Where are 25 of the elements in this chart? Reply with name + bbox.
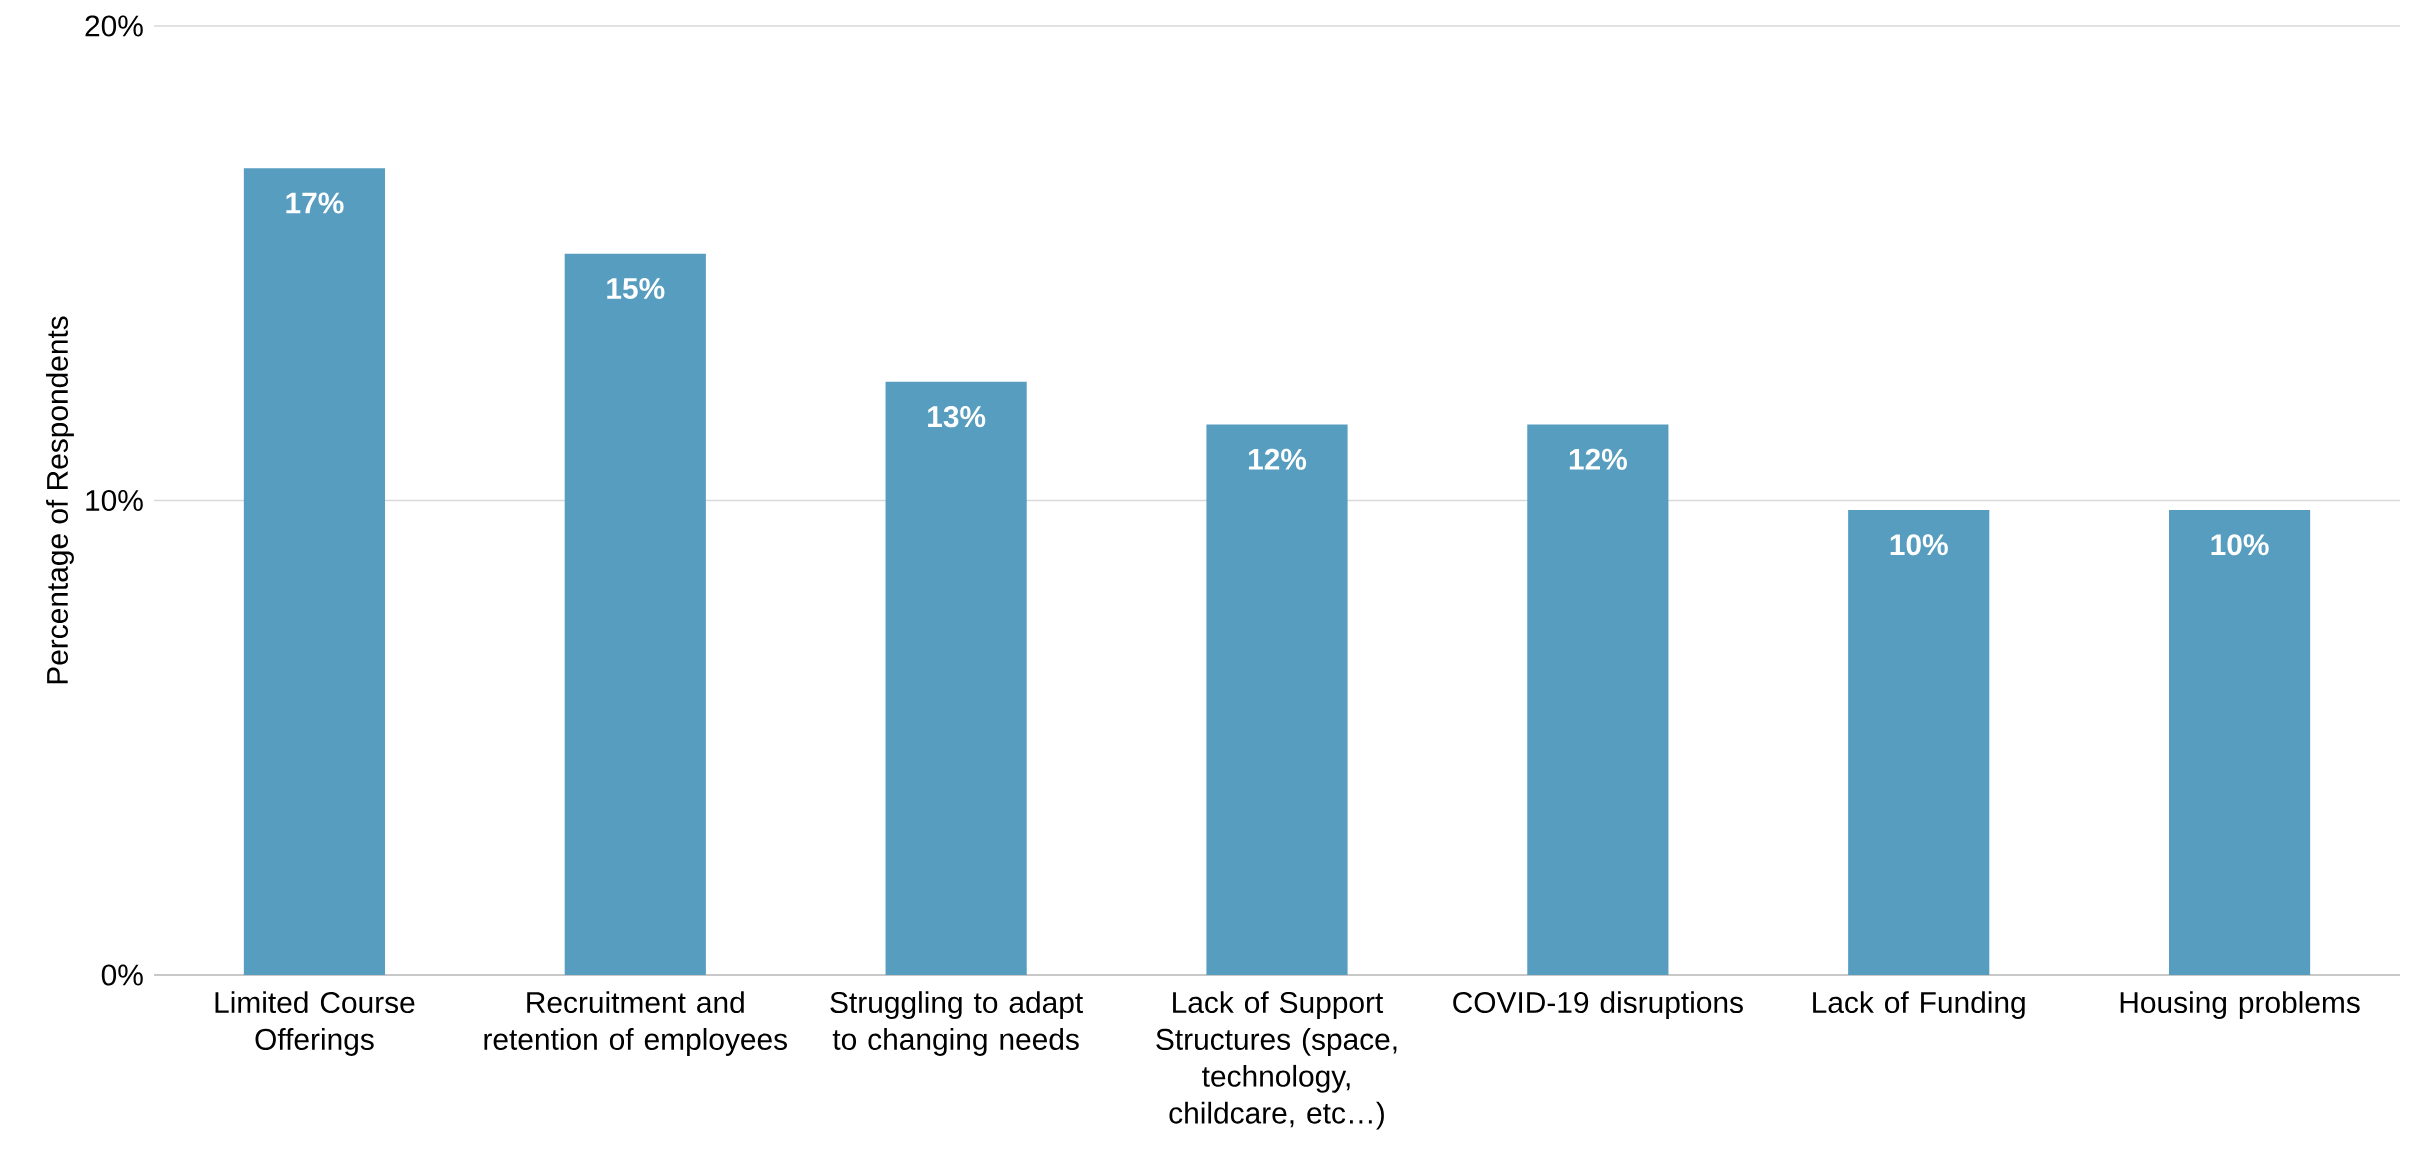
x-tick-label: Struggling to adapt to changing needs (830, 991, 1083, 1056)
data-label: 12% (1569, 448, 1627, 470)
x-tick-label: COVID-19 disruptions (1453, 991, 1743, 1020)
x-tick-label: Limited Course Offerings (215, 991, 415, 1056)
y-tick-label: 10% (86, 489, 143, 512)
data-label: 15% (607, 277, 665, 299)
data-label: 10% (2211, 534, 2269, 556)
bar (885, 381, 1027, 975)
x-tick-label: Lack of Funding (1813, 991, 2025, 1020)
bar (1848, 509, 1990, 975)
bar (243, 168, 386, 975)
data-label: 12% (1248, 448, 1307, 470)
bar (2168, 509, 2311, 975)
bar (1206, 424, 1348, 975)
bar (564, 253, 706, 975)
x-tick-label: Housing problems (2120, 991, 2360, 1020)
bar (1527, 424, 1669, 975)
data-label: 13% (928, 406, 986, 428)
y-tick-label: 0% (101, 964, 143, 986)
x-tick-label: Recruitment and retention of employees (484, 991, 787, 1056)
x-tick-label: Lack of Support Structures (space, technology, childcare, etc…) (1156, 991, 1397, 1130)
data-label: 10% (1890, 534, 1948, 556)
data-label: 17% (286, 192, 344, 214)
y-tick-label: 20% (85, 15, 143, 37)
y-axis-title: Percentage of Respondents (46, 316, 74, 684)
